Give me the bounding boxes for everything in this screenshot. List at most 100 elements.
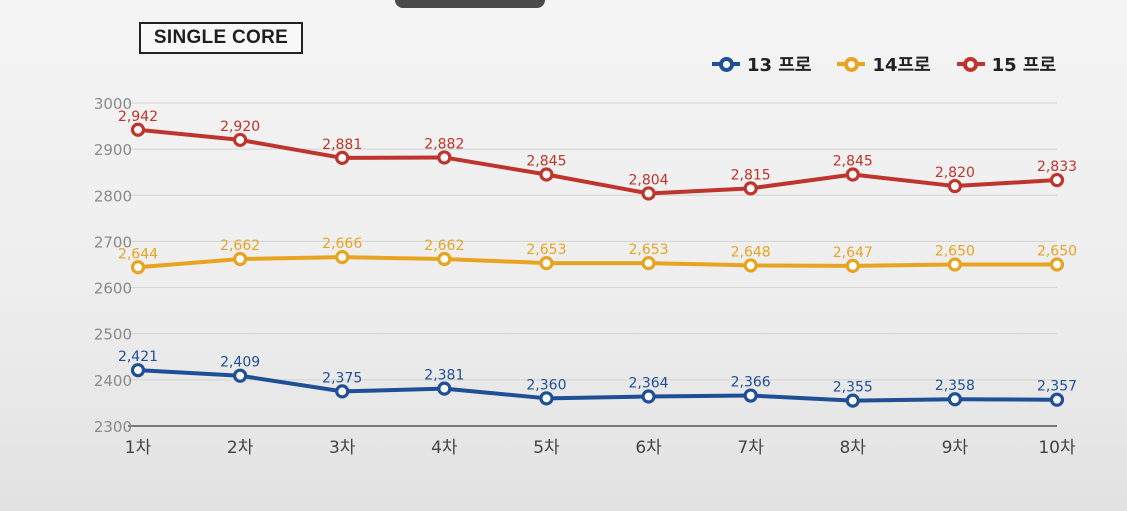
data-point xyxy=(1049,257,1065,272)
data-point xyxy=(947,178,962,194)
data-label: 2,644 xyxy=(118,246,158,262)
data-point xyxy=(641,256,656,271)
data-point xyxy=(845,393,860,408)
data-label: 2,381 xyxy=(424,368,464,384)
torn-paper-edge xyxy=(395,0,545,8)
data-label: 2,653 xyxy=(526,242,566,258)
data-label: 2,366 xyxy=(731,375,771,391)
data-point xyxy=(1049,172,1065,188)
data-label: 2,650 xyxy=(935,244,975,260)
data-label: 2,662 xyxy=(424,238,464,254)
data-point xyxy=(845,167,860,182)
y-tick-label: 2500 xyxy=(94,326,132,344)
legend-item-13-pro: 13 프로 xyxy=(712,51,811,77)
data-label: 2,358 xyxy=(935,378,975,394)
data-label: 2,653 xyxy=(629,242,669,258)
legend-marker-14-pro xyxy=(837,56,866,72)
data-label: 2,360 xyxy=(526,377,566,393)
data-point xyxy=(335,384,350,399)
series-line xyxy=(137,368,1058,403)
data-label: 2,882 xyxy=(424,136,464,152)
y-tick-label: 2600 xyxy=(94,280,132,298)
data-point xyxy=(743,388,758,403)
data-point xyxy=(1049,392,1065,407)
data-label: 2,815 xyxy=(731,167,771,183)
data-label: 2,881 xyxy=(322,137,362,153)
data-label: 2,375 xyxy=(322,370,362,386)
data-label: 2,920 xyxy=(220,119,260,135)
data-label: 2,650 xyxy=(1037,244,1077,260)
x-tick-label: 1차 xyxy=(125,438,152,458)
data-label: 2,421 xyxy=(118,349,158,365)
x-tick-label: 3차 xyxy=(329,438,356,458)
data-label: 2,409 xyxy=(220,355,260,371)
series-3: 2,942 2,920 2,881 2,882 2,845 2,804 2,815 2,845… xyxy=(118,109,1077,201)
y-axis: 2300 2400 2500 2600 2700 2800 2900 3000 xyxy=(94,95,132,436)
legend-label-14-pro: 14프로 xyxy=(872,55,931,76)
data-point xyxy=(539,167,554,182)
data-label: 2,845 xyxy=(833,154,873,170)
data-point xyxy=(233,132,248,148)
data-point xyxy=(233,368,248,383)
x-tick-label: 7차 xyxy=(737,438,764,458)
legend-item-14-pro: 14프로 xyxy=(837,51,931,77)
data-point xyxy=(233,251,248,267)
x-tick-label: 5차 xyxy=(533,438,560,458)
chart-title: SINGLE CORE xyxy=(139,22,303,54)
data-point xyxy=(335,250,350,265)
data-point xyxy=(539,256,554,271)
data-point xyxy=(845,258,860,273)
data-point xyxy=(641,389,656,404)
x-tick-label: 2차 xyxy=(227,438,254,458)
data-point xyxy=(641,186,656,201)
series-2: 2,644 2,662 2,666 2,662 2,653 2,653 2,648 2,647… xyxy=(118,236,1077,275)
legend-marker-13-pro xyxy=(712,56,740,72)
y-tick-label: 2900 xyxy=(94,141,132,159)
data-label: 2,662 xyxy=(220,238,260,254)
legend-label-15-pro: 15 프로 xyxy=(991,55,1057,76)
series-line xyxy=(137,127,1058,196)
legend-label-13-pro: 13 프로 xyxy=(747,55,812,76)
series-group: 2,421 2,409 2,375 2,381 2,360 2,364 2,366 2,355… xyxy=(118,109,1077,408)
x-tick-label: 10차 xyxy=(1038,438,1076,458)
data-label: 2,364 xyxy=(629,375,669,391)
data-label: 2,648 xyxy=(731,244,771,260)
data-label: 2,647 xyxy=(833,245,873,261)
data-point xyxy=(539,391,554,406)
data-point xyxy=(335,150,350,166)
data-point xyxy=(437,251,452,267)
series-1: 2,421 2,409 2,375 2,381 2,360 2,364 2,366 2,355… xyxy=(118,349,1077,408)
data-point xyxy=(130,363,146,378)
data-label: 2,355 xyxy=(833,380,873,396)
data-label: 2,357 xyxy=(1037,379,1077,395)
y-tick-label: 2700 xyxy=(94,233,132,251)
data-label: 2,820 xyxy=(935,165,975,181)
data-point xyxy=(947,392,962,407)
data-label: 2,666 xyxy=(322,236,362,252)
y-tick-label: 2300 xyxy=(94,418,132,436)
data-point xyxy=(130,122,146,137)
y-tick-label: 3000 xyxy=(94,95,132,113)
data-label: 2,845 xyxy=(526,154,566,170)
data-label: 2,942 xyxy=(118,109,158,125)
chart-legend: 13 프로 14프로 15 프로 xyxy=(712,51,1056,77)
data-point xyxy=(437,150,452,165)
legend-item-15-pro: 15 프로 xyxy=(956,51,1057,77)
data-point xyxy=(743,258,758,273)
data-point xyxy=(437,381,452,396)
x-tick-label: 6차 xyxy=(635,438,662,458)
grid-lines xyxy=(128,102,1057,427)
data-label: 2,804 xyxy=(629,172,669,188)
data-point xyxy=(947,257,962,272)
series-line xyxy=(137,255,1057,270)
x-axis: 1차 2차 3차 4차 5차 6차 7차 8차 9차 10차 xyxy=(125,438,1076,458)
data-point xyxy=(743,181,758,196)
x-tick-label: 8차 xyxy=(840,438,867,458)
data-point xyxy=(130,260,146,275)
x-tick-label: 9차 xyxy=(942,438,969,458)
x-tick-label: 4차 xyxy=(431,438,458,458)
data-label: 2,833 xyxy=(1037,159,1077,175)
y-tick-label: 2400 xyxy=(94,372,132,390)
y-tick-label: 2800 xyxy=(94,187,132,205)
